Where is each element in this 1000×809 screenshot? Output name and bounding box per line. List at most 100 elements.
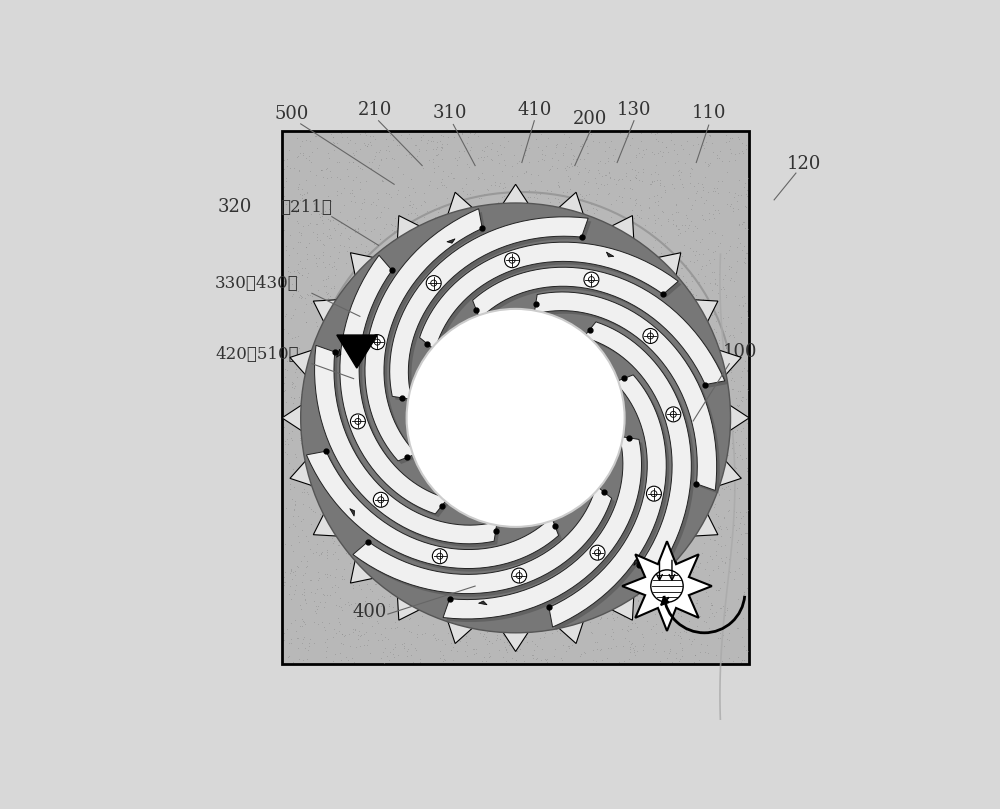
Point: [400, 208, 416, 221]
Point: [420, 429, 436, 442]
Point: [330, 415, 346, 428]
Point: [717, 324, 733, 337]
Point: [291, 163, 307, 176]
Point: [603, 642, 619, 655]
Point: [671, 270, 687, 283]
Point: [390, 261, 406, 274]
Point: [562, 260, 578, 273]
Point: [541, 281, 557, 294]
Point: [573, 647, 589, 660]
Point: [679, 592, 695, 605]
Point: [674, 642, 690, 654]
Point: [373, 628, 389, 641]
Point: [393, 566, 409, 579]
Point: [726, 375, 742, 388]
Point: [503, 377, 519, 390]
Point: [300, 218, 316, 231]
Point: [403, 317, 419, 330]
Point: [677, 327, 693, 340]
Point: [643, 587, 659, 599]
Point: [635, 639, 651, 652]
Point: [457, 490, 473, 503]
Point: [389, 338, 405, 351]
Point: [564, 326, 580, 339]
Point: [533, 175, 549, 188]
Point: [629, 590, 645, 603]
Point: [620, 554, 636, 567]
Point: [563, 489, 579, 502]
Point: [622, 477, 638, 489]
Polygon shape: [447, 239, 455, 244]
Point: [571, 467, 587, 480]
Point: [283, 431, 299, 444]
Point: [283, 539, 299, 552]
Point: [400, 180, 416, 193]
Point: [719, 345, 735, 358]
Point: [498, 431, 514, 444]
Point: [383, 472, 399, 485]
Point: [339, 541, 355, 554]
Point: [673, 610, 689, 623]
Point: [277, 384, 293, 397]
Point: [489, 290, 505, 303]
Point: [710, 584, 726, 597]
Point: [422, 485, 438, 498]
Point: [540, 131, 556, 144]
Point: [653, 376, 669, 389]
Point: [595, 474, 611, 487]
Point: [647, 349, 663, 362]
Point: [725, 205, 741, 218]
Point: [317, 430, 333, 443]
Point: [335, 307, 351, 320]
Point: [418, 235, 434, 248]
Point: [294, 620, 310, 633]
Point: [557, 318, 573, 331]
Point: [409, 474, 425, 487]
Point: [469, 202, 485, 215]
Point: [701, 206, 717, 219]
Point: [327, 463, 343, 476]
Point: [622, 192, 638, 205]
Point: [356, 564, 372, 577]
Point: [561, 404, 577, 417]
Point: [524, 366, 540, 379]
Point: [711, 489, 727, 502]
Point: [643, 464, 659, 477]
Point: [513, 478, 529, 491]
Point: [673, 566, 689, 579]
Point: [430, 148, 446, 161]
Point: [492, 633, 508, 646]
Point: [689, 596, 705, 609]
Point: [345, 308, 361, 321]
Point: [467, 598, 483, 611]
Point: [645, 480, 661, 493]
Point: [542, 196, 558, 209]
Point: [326, 426, 342, 439]
Point: [597, 169, 613, 182]
Point: [340, 654, 356, 667]
Point: [556, 386, 572, 399]
Point: [398, 148, 414, 161]
Point: [696, 276, 712, 289]
Point: [633, 211, 649, 224]
Point: [334, 379, 350, 392]
Point: [342, 133, 358, 146]
Point: [425, 156, 441, 169]
Point: [310, 573, 326, 586]
Point: [735, 299, 751, 311]
Point: [516, 363, 532, 376]
Point: [366, 536, 382, 549]
Point: [327, 647, 343, 660]
Point: [667, 625, 683, 638]
Point: [534, 424, 550, 437]
Point: [739, 383, 755, 396]
Point: [537, 608, 553, 621]
Point: [357, 223, 373, 236]
Point: [481, 261, 497, 274]
Point: [683, 162, 699, 175]
Point: [585, 326, 601, 339]
Point: [578, 358, 594, 371]
Point: [467, 595, 483, 608]
Point: [493, 395, 509, 408]
Point: [644, 298, 660, 311]
